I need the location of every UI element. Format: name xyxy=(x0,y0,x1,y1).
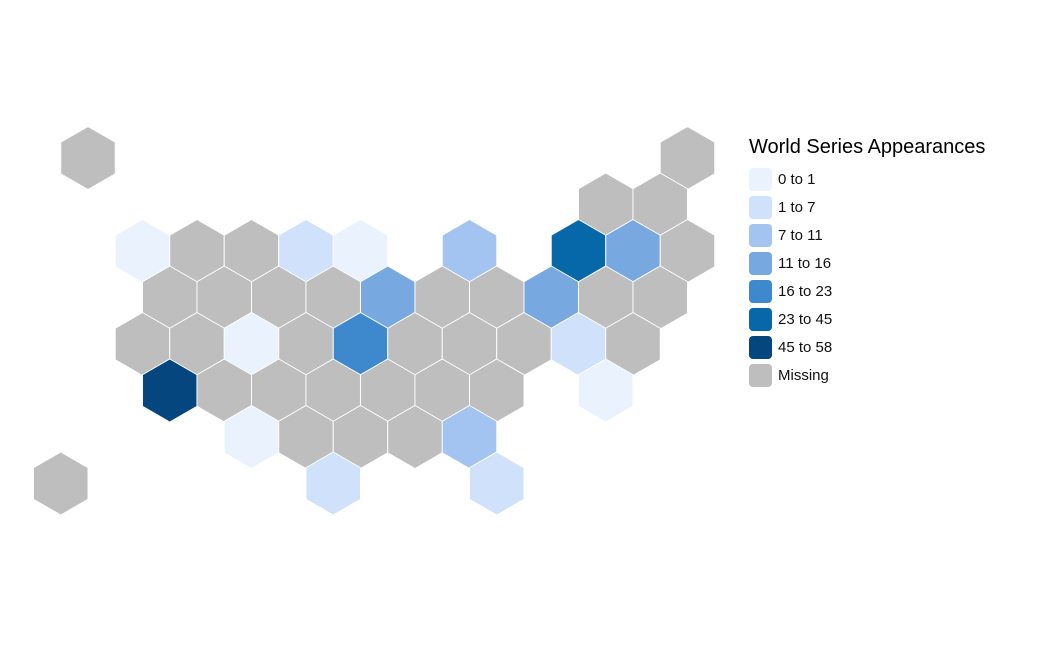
legend-item: 1 to 7 xyxy=(749,193,1039,221)
legend-items: 0 to 1 1 to 7 7 to 11 11 to 16 16 to 23 23 to… xyxy=(749,165,1039,389)
legend-swatch xyxy=(749,223,772,247)
legend-swatch xyxy=(749,363,772,387)
legend-swatch xyxy=(749,195,772,219)
legend-swatch xyxy=(749,307,772,331)
hex-tile-tx xyxy=(305,451,362,516)
legend-title: World Series Appearances xyxy=(749,136,986,158)
legend-swatch xyxy=(749,251,772,275)
legend-label: 45 to 58 xyxy=(778,338,833,356)
legend-item: 23 to 45 xyxy=(749,305,1039,333)
hex-tile-dc xyxy=(577,358,634,423)
legend-label: 0 to 1 xyxy=(778,170,816,188)
legend-item: 45 to 58 xyxy=(749,333,1039,361)
legend-label: 23 to 45 xyxy=(778,310,833,328)
legend-label: 1 to 7 xyxy=(778,198,816,216)
legend-label: 16 to 23 xyxy=(778,282,833,300)
legend-swatch xyxy=(749,167,772,191)
hex-tile-hi xyxy=(32,451,89,516)
legend-item: 16 to 23 xyxy=(749,277,1039,305)
legend-swatch xyxy=(749,279,772,303)
legend-item: 0 to 1 xyxy=(749,165,1039,193)
legend-label: 7 to 11 xyxy=(778,226,823,244)
hex-tile-fl xyxy=(468,451,525,516)
legend-item: 11 to 16 xyxy=(749,249,1039,277)
legend-item: 7 to 11 xyxy=(749,221,1039,249)
legend-item: Missing xyxy=(749,361,1039,389)
legend-swatch xyxy=(749,335,772,359)
legend: World Series Appearances 0 to 1 1 to 7 7 t… xyxy=(749,136,1039,389)
hex-tile-ak xyxy=(60,125,116,191)
legend-label: Missing xyxy=(778,366,829,384)
legend-label: 11 to 16 xyxy=(778,254,832,272)
